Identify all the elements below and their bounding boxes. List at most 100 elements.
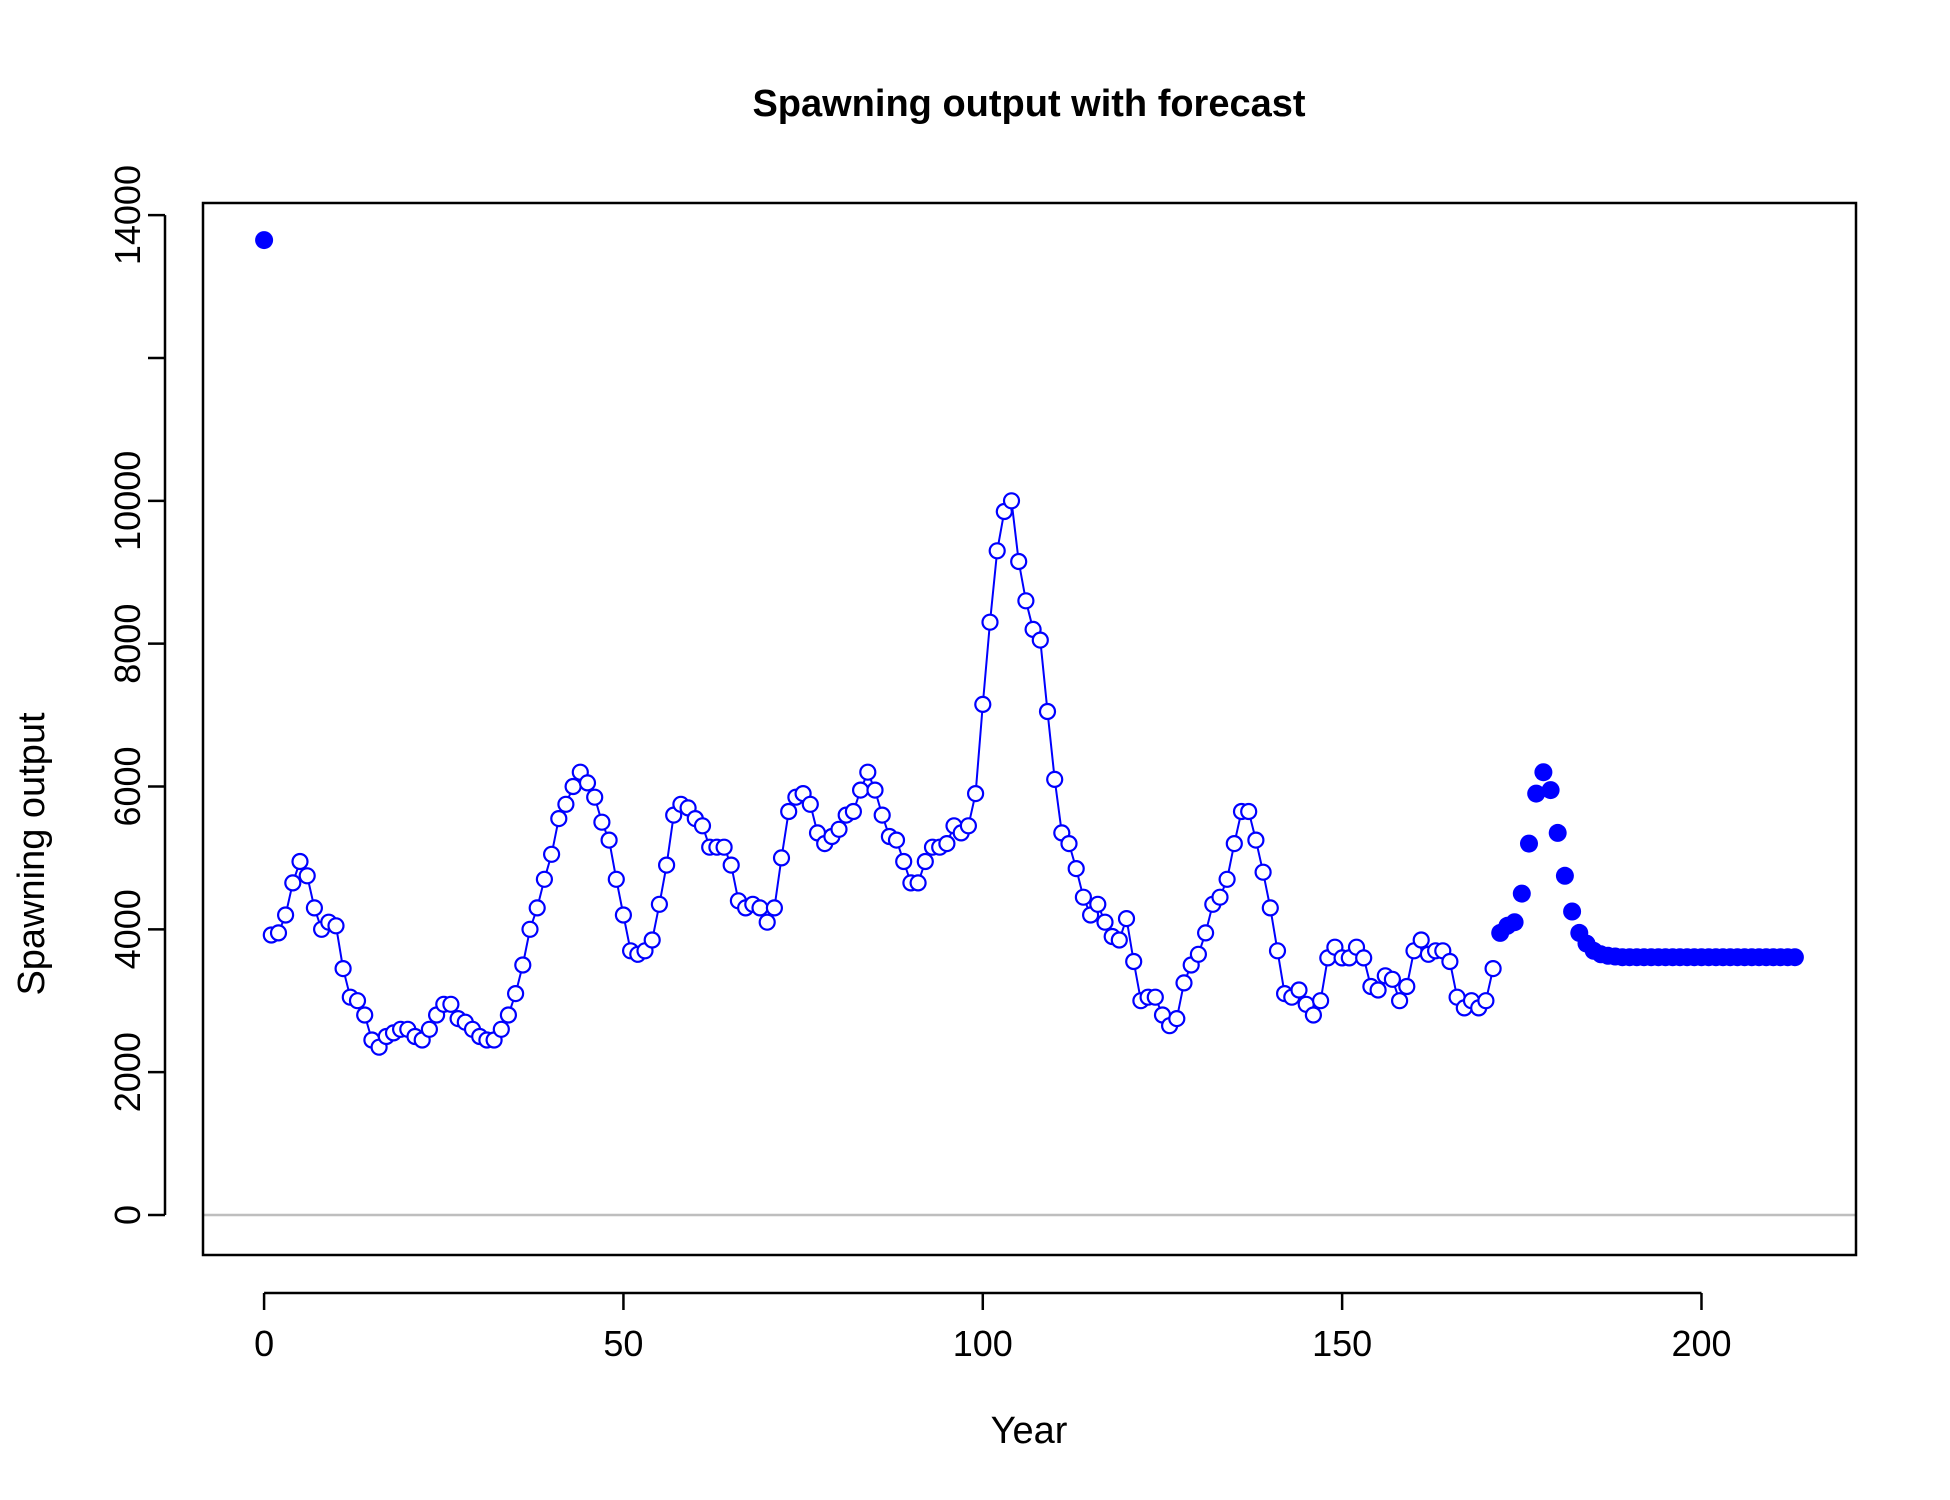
x-axis-label: Year (991, 1410, 1068, 1452)
data-point (1390, 992, 1409, 1010)
data-point (859, 763, 877, 781)
forecast-data-point (1505, 913, 1524, 932)
y-tick-label: 6000 (107, 746, 148, 826)
data-point (298, 867, 316, 885)
data-point (348, 992, 367, 1010)
x-tick-label: 50 (603, 1323, 643, 1364)
data-point (1002, 492, 1021, 510)
y-tick-label: 8000 (107, 604, 148, 684)
data-point (1355, 949, 1373, 967)
chart-title: Spawning output with forecast (752, 83, 1305, 125)
data-point (535, 870, 554, 888)
data-point (1146, 988, 1164, 1006)
data-point (1046, 770, 1064, 789)
data-point (851, 781, 870, 799)
data-point (1261, 899, 1279, 917)
data-point (291, 852, 309, 871)
data-point (916, 852, 934, 871)
data-point (895, 852, 913, 871)
data-point (1398, 977, 1416, 996)
forecast-data-point (1527, 784, 1546, 803)
data-point (830, 820, 848, 838)
data-point (1175, 974, 1193, 992)
data-point (1477, 992, 1495, 1010)
data-point (277, 906, 295, 924)
data-point (1369, 981, 1387, 999)
data-point (1211, 888, 1229, 906)
data-point (751, 899, 769, 917)
data-point (1074, 888, 1093, 906)
data-point (284, 874, 302, 892)
data-point (1089, 895, 1107, 913)
data-point (269, 924, 288, 942)
data-point (356, 1006, 374, 1024)
data-point (542, 845, 561, 863)
data-point (722, 856, 740, 874)
data-point (959, 817, 978, 835)
data-point (1311, 992, 1330, 1010)
data-point (600, 831, 618, 849)
data-point (499, 1006, 517, 1024)
data-point (521, 920, 539, 938)
forecast-data-point (1563, 902, 1582, 921)
data-point (780, 802, 798, 821)
data-point (1038, 702, 1057, 721)
data-point (420, 1020, 438, 1038)
y-axis-label: Spawning output (11, 712, 53, 996)
data-point (988, 542, 1006, 560)
forecast-data-point (1785, 948, 1804, 967)
data-point (1189, 945, 1208, 963)
data-point (801, 795, 819, 813)
data-point (966, 784, 985, 803)
data-point (1067, 859, 1085, 878)
forecast-data-point (1555, 866, 1574, 885)
data-point (550, 809, 568, 828)
y-tick-label: 14000 (107, 165, 148, 265)
data-point (650, 895, 669, 913)
forecast-data-point (1512, 884, 1531, 903)
data-point (528, 899, 546, 917)
data-point (765, 899, 784, 917)
x-tick-label: 150 (1312, 1323, 1372, 1364)
data-point (1110, 931, 1128, 949)
data-points-layer (255, 231, 1804, 1056)
data-point (657, 856, 676, 874)
y-tick-label: 2000 (107, 1032, 148, 1112)
data-point (873, 806, 891, 824)
data-point (607, 870, 625, 888)
data-point (593, 813, 611, 831)
data-point (1010, 552, 1028, 571)
data-point (909, 874, 927, 892)
data-point (305, 899, 323, 917)
data-point (1096, 913, 1114, 931)
initial-data-point (255, 231, 274, 250)
data-point (1017, 592, 1035, 610)
data-point (334, 959, 352, 978)
data-point (327, 917, 345, 935)
forecast-data-point (1520, 834, 1538, 853)
y-tick-label: 10000 (107, 451, 148, 551)
data-point (1254, 863, 1272, 881)
data-point (1484, 959, 1502, 978)
x-tick-label: 100 (953, 1323, 1013, 1364)
plot-frame (201, 201, 1858, 1257)
data-point (1225, 834, 1243, 853)
x-tick-label: 200 (1671, 1323, 1731, 1364)
data-point (506, 984, 525, 1003)
data-point (1218, 870, 1236, 888)
data-point (514, 956, 532, 974)
y-tick-label: 4000 (107, 889, 148, 969)
data-point (586, 788, 604, 806)
forecast-data-point (1534, 763, 1553, 782)
data-point (557, 795, 575, 813)
series-line-layer (271, 498, 1495, 1049)
data-point (772, 849, 791, 867)
series-line (271, 498, 1495, 1049)
data-point (981, 613, 999, 631)
data-point (1125, 952, 1143, 971)
data-point (1383, 970, 1402, 988)
data-point (758, 913, 776, 931)
y-tick-label: 0 (107, 1205, 148, 1225)
